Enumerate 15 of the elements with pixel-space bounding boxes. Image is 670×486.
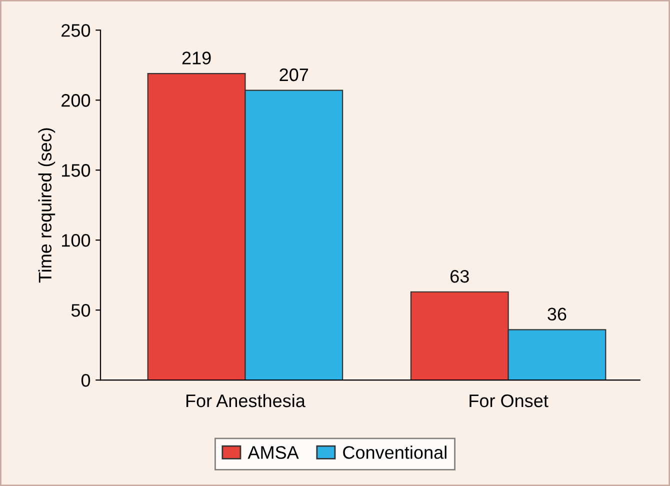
y-tick-label: 150	[62, 164, 90, 177]
x-tick-label: For Onset	[470, 394, 548, 408]
data-label: 207	[280, 68, 308, 82]
data-label: 36	[548, 308, 566, 321]
data-label: 63	[450, 270, 469, 283]
legend-label: AMSA	[248, 446, 299, 459]
legend-label: Conventional	[343, 446, 446, 459]
y-tick-label: 250	[62, 24, 90, 37]
y-tick-label: 0	[81, 374, 90, 387]
y-axis-title: Time required (sec)	[38, 128, 56, 283]
y-tick-label: 50	[71, 304, 90, 317]
x-tick-label: For Anesthesia	[186, 394, 306, 408]
data-label: 219	[182, 52, 211, 64]
y-tick-label: 200	[62, 94, 90, 107]
y-tick-label: 100	[62, 234, 90, 247]
